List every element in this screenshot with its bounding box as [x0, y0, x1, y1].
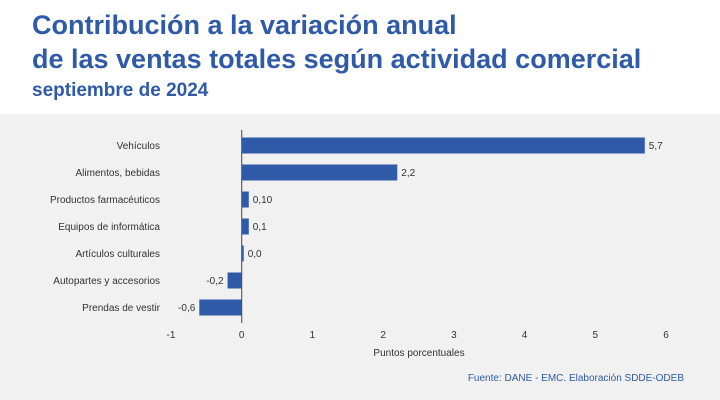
x-tick-label: 0: [239, 330, 245, 341]
x-tick-label: 2: [380, 330, 386, 341]
value-label: -0,2: [206, 276, 224, 287]
x-axis-title: Puntos porcentuales: [373, 348, 464, 359]
category-label: Equipos de informática: [58, 222, 160, 233]
bar: [241, 245, 244, 262]
x-tick-label: 5: [593, 330, 599, 341]
source-note: Fuente: DANE - EMC. Elaboración SDDE-ODE…: [467, 373, 684, 384]
value-label: 5,7: [649, 141, 663, 152]
category-label: Prendas de vestir: [82, 303, 160, 314]
x-tick-label: 6: [663, 330, 669, 341]
value-label: 0,0: [248, 249, 262, 260]
chart-title: Contribución a la variación anual de las…: [32, 8, 692, 76]
chart-title-line2: de las ventas totales según actividad co…: [32, 44, 642, 74]
bar: [241, 164, 398, 181]
bar: [199, 299, 242, 316]
bar: [241, 137, 645, 154]
value-label: 0,10: [253, 195, 273, 206]
bar: [241, 191, 249, 208]
bar: [241, 218, 249, 235]
category-label: Alimentos, bebidas: [76, 168, 161, 179]
bar: [227, 272, 242, 289]
x-tick-label: 1: [310, 330, 316, 341]
x-tick-label: 3: [451, 330, 457, 341]
category-label: Vehículos: [117, 141, 160, 152]
x-tick-label: 4: [522, 330, 528, 341]
value-label: -0,6: [178, 303, 196, 314]
chart-title-line1: Contribución a la variación anual: [32, 10, 457, 40]
chart-panel: [0, 114, 720, 400]
category-label: Artículos culturales: [76, 249, 160, 260]
chart-subtitle: septiembre de 2024: [32, 80, 209, 101]
category-label: Productos farmacéuticos: [50, 195, 160, 206]
value-label: 0,1: [253, 222, 267, 233]
category-label: Autopartes y accesorios: [53, 276, 160, 287]
x-tick-label: -1: [167, 330, 176, 341]
value-label: 2,2: [401, 168, 415, 179]
